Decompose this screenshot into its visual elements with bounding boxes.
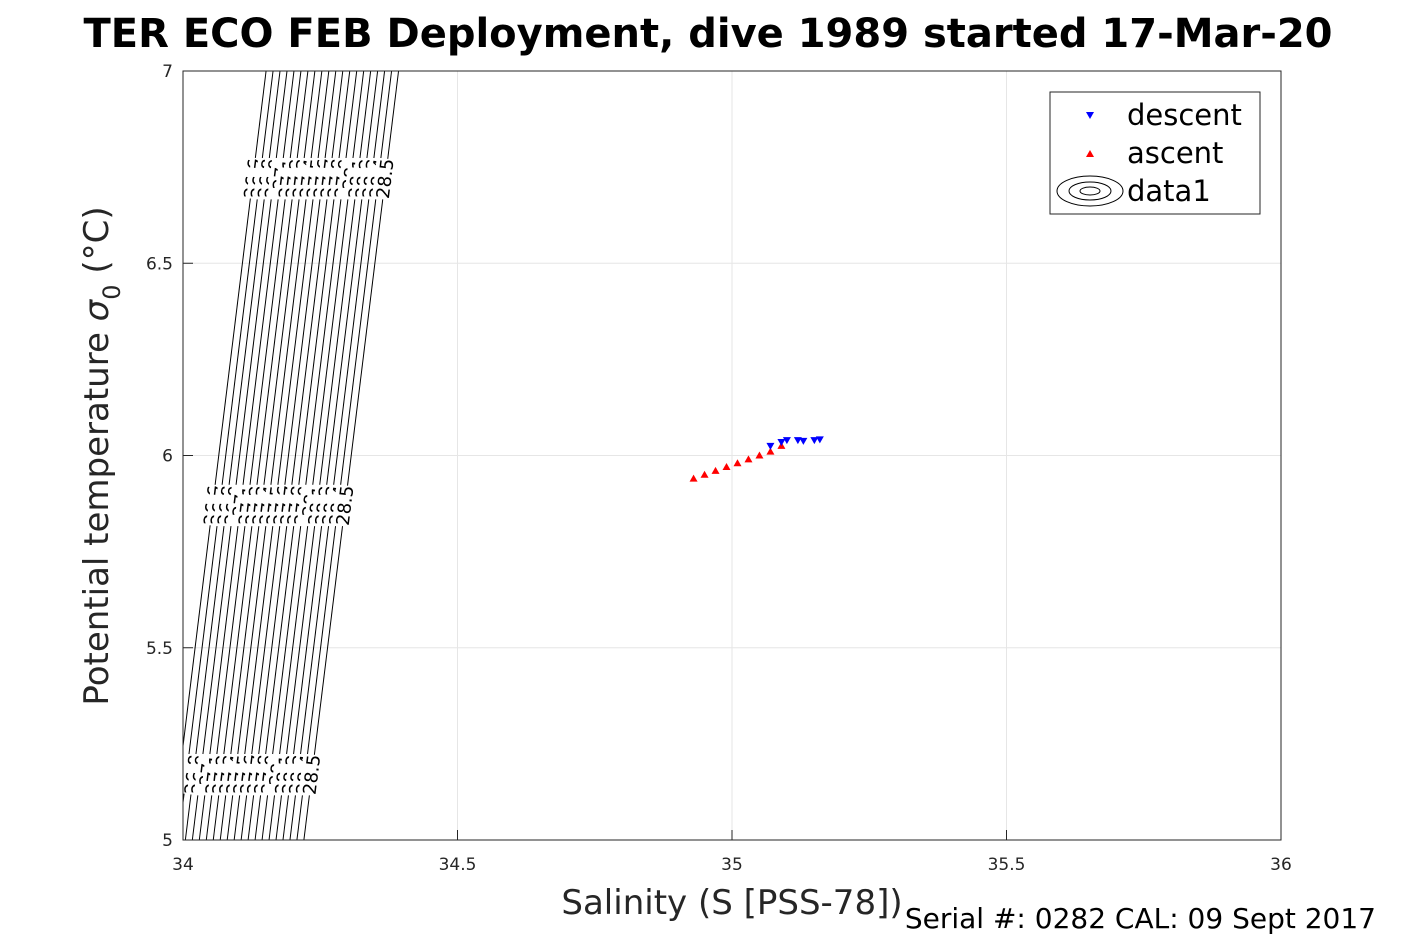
x-tick-label: 34.5 xyxy=(439,855,477,875)
ascent-point xyxy=(689,474,698,482)
contour-label: 28.5 xyxy=(300,754,326,796)
ascent-point xyxy=(711,466,720,474)
footer-serial-cal: Serial #: 0282 CAL: 09 Sept 2017 xyxy=(905,902,1376,935)
contour-label-bg xyxy=(371,157,399,200)
ascent-point xyxy=(755,451,764,459)
y-tick-label: 6.5 xyxy=(146,254,173,274)
ascent-point xyxy=(766,447,775,455)
x-tick-label: 36 xyxy=(1270,855,1292,875)
contour-label-bg xyxy=(298,753,326,796)
ascent-point xyxy=(733,459,742,467)
x-tick-label: 34 xyxy=(172,855,194,875)
axis-ticks: 34 34.5 35 35.5 36 5 5.5 6 6.5 7 xyxy=(146,62,1292,875)
legend-descent-marker xyxy=(1086,112,1094,119)
y-tick-label: 7 xyxy=(162,62,173,82)
legend-descent-label: descent xyxy=(1127,98,1242,132)
legend-box xyxy=(1049,91,1261,215)
data-points xyxy=(689,436,824,482)
ascent-point xyxy=(744,455,753,463)
legend-data1-label: data1 xyxy=(1127,174,1211,208)
chart-title: TER ECO FEB Deployment, dive 1989 starte… xyxy=(83,11,1332,57)
legend-ascent-label: ascent xyxy=(1127,136,1223,170)
descent-point xyxy=(810,437,819,445)
descent-point xyxy=(793,437,802,445)
contour-label: 28.5 xyxy=(373,158,399,200)
y-axis-label-main: Potential temperature xyxy=(77,321,117,705)
density-contour-labels: 26.626.626.726.726.826.826.826.926.926.9… xyxy=(180,157,399,796)
contour-label-bg xyxy=(331,484,359,527)
descent-point xyxy=(815,436,824,444)
y-axis-label-sub: 0 xyxy=(98,284,126,299)
legend-ascent-marker xyxy=(1086,150,1094,157)
descent-point xyxy=(782,437,791,445)
ascent-point xyxy=(722,463,731,471)
x-axis-label: Salinity (S [PSS-78]) xyxy=(561,883,902,923)
y-axis-label-unit: (°C) xyxy=(77,206,117,284)
y-tick-label: 5.5 xyxy=(146,639,173,659)
descent-point xyxy=(766,442,775,450)
x-tick-label: 35 xyxy=(721,855,743,875)
y-axis-label: Potential temperature σ0 (°C) xyxy=(77,206,126,705)
ascent-point xyxy=(700,470,709,478)
descent-point xyxy=(777,439,786,447)
y-axis-label-sigma: σ xyxy=(77,298,117,321)
legend-data1-contour-icon xyxy=(1056,175,1124,207)
y-tick-label: 6 xyxy=(162,447,173,467)
contour-label: 28.5 xyxy=(333,484,359,526)
legend: descent ascent data1 xyxy=(1049,91,1261,215)
y-tick-label: 5 xyxy=(162,831,173,851)
x-tick-label: 35.5 xyxy=(988,855,1026,875)
descent-point xyxy=(799,437,808,445)
